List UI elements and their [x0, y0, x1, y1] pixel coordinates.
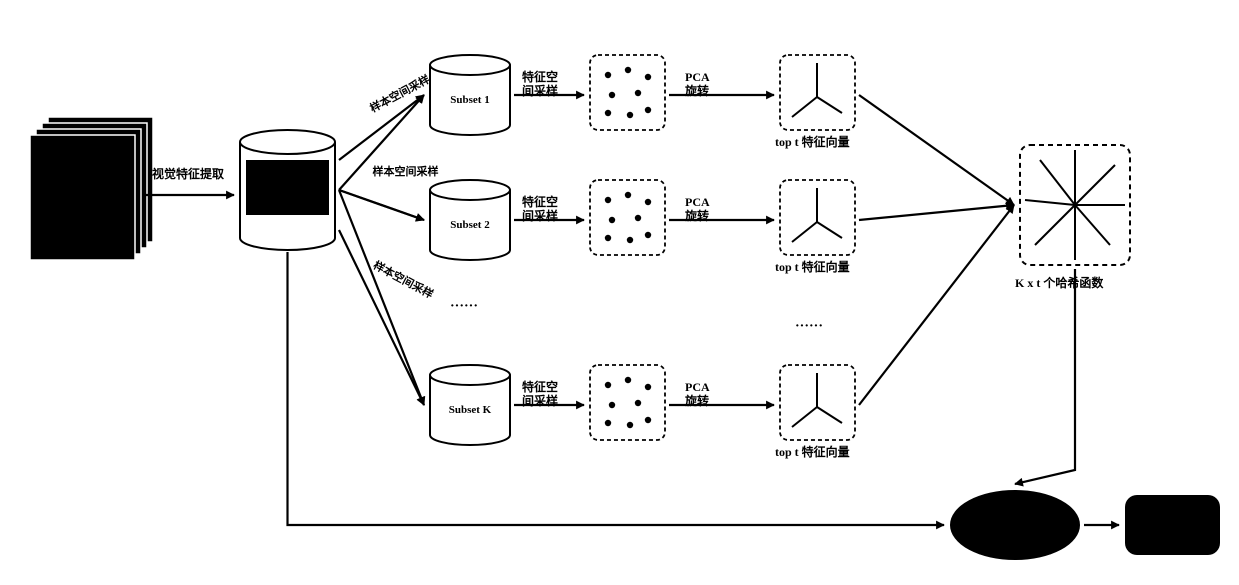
dot [645, 417, 651, 423]
dot [645, 384, 651, 390]
dot [609, 217, 615, 223]
dot [605, 72, 611, 78]
dot [605, 382, 611, 388]
label: PCA旋转 [684, 195, 710, 223]
subset-label: Subset 1 [450, 94, 489, 106]
dot [635, 215, 641, 221]
dot [605, 235, 611, 241]
label: top t 特征向量 [775, 134, 850, 149]
dot [627, 422, 633, 428]
feature-space-box [590, 55, 665, 130]
dot [625, 377, 631, 383]
subset-label: Subset 2 [450, 219, 490, 231]
output-box [1125, 495, 1220, 555]
dot [625, 192, 631, 198]
arrow [339, 230, 424, 405]
sample-space-label: 样本空间采样 [367, 72, 432, 115]
label: PCA旋转 [684, 70, 710, 98]
dot [645, 199, 651, 205]
dot [645, 232, 651, 238]
dot [627, 237, 633, 243]
label: ······ [795, 319, 823, 334]
label: PCA旋转 [684, 380, 710, 408]
arrow [859, 205, 1014, 405]
arrow [339, 190, 424, 220]
dot [605, 110, 611, 116]
label: K x t 个哈希函数 [1015, 275, 1104, 290]
dot [635, 90, 641, 96]
quantization-node [950, 490, 1080, 560]
arrow [859, 95, 1014, 205]
dot [605, 420, 611, 426]
label: 视觉特征提取 [152, 166, 224, 181]
arrow [859, 205, 1014, 220]
dot [609, 92, 615, 98]
dot [627, 112, 633, 118]
label: 特征空间采样 [522, 69, 558, 98]
dot [625, 67, 631, 73]
label: top t 特征向量 [775, 444, 850, 459]
label: ······ [450, 299, 478, 314]
feature-space-box [590, 180, 665, 255]
sample-space-label: 样本空间采样 [373, 164, 439, 178]
dot [645, 74, 651, 80]
dot [609, 402, 615, 408]
subset-label: Subset K [449, 404, 492, 416]
label: 特征空间采样 [522, 194, 558, 223]
label: top t 特征向量 [775, 259, 850, 274]
dot [645, 107, 651, 113]
label: 特征空间采样 [522, 379, 558, 408]
dot [635, 400, 641, 406]
db-cylinder [240, 130, 335, 250]
arrow [339, 190, 424, 405]
image-stack [30, 135, 135, 260]
feature-space-box [590, 365, 665, 440]
dot [605, 197, 611, 203]
arrow [1015, 269, 1075, 484]
